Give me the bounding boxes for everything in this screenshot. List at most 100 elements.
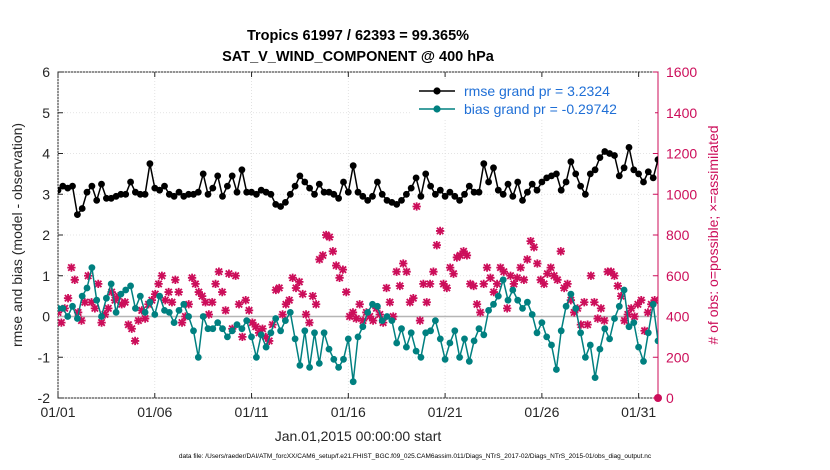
x-axis-label: Jan.01,2015 00:00:00 start [275,428,442,444]
bias-point [64,313,72,320]
obs-assimilated-marker [546,263,555,272]
rmse-point [335,194,342,202]
rmse-point [83,188,91,196]
bias-point [403,343,410,351]
obs-possible-marker [654,394,662,402]
rmse-point [446,188,454,196]
bias-point [475,325,483,333]
bias-point [132,305,139,312]
rmse-point [117,190,125,198]
obs-assimilated-marker [596,304,606,313]
y-right-tick-label: 400 [666,309,690,325]
rmse-point [751,185,758,192]
obs-assimilated-marker [154,279,163,289]
obs-assimilated-marker [563,279,572,289]
bias-point [199,313,207,320]
y-left-tick-label: -1 [38,349,51,365]
obs-assimilated-marker [204,310,213,319]
obs-assimilated-marker [208,298,217,307]
bias-point [625,323,633,331]
bias-point [620,286,628,294]
rmse-point [649,174,657,182]
bias-point [654,337,658,345]
rmse-point [669,171,676,178]
rmse-point [562,178,570,186]
bias-point [470,337,478,345]
x-tick-label: 01/11 [235,404,269,420]
obs-assimilated-marker [566,296,576,305]
y-left-tick-label: 6 [42,64,50,80]
bias-point [340,355,347,363]
bias-point [601,325,609,333]
obs-assimilated-marker [278,310,287,319]
bias-point [548,341,555,349]
bias-point [427,327,434,335]
bias-point [509,286,517,294]
obs-assimilated-marker [476,308,485,317]
rmse-point [219,192,226,200]
x-tick-label: 01/26 [524,404,559,420]
rmse-point [199,170,207,178]
rmse-point [340,178,347,186]
rmse-point [88,182,96,190]
obs-assimilated-marker [536,275,545,284]
rmse-point [485,178,492,186]
obs-assimilated-marker [409,294,418,303]
obs-assimilated-marker [251,322,260,331]
obs-assimilated-marker [405,298,415,307]
rmse-point [243,188,251,196]
rmse-point [519,197,526,204]
obs-assimilated-marker [422,298,431,307]
bias-point [417,353,425,361]
obs-assimilated-marker [328,247,338,256]
obs-assimilated-marker [140,314,150,323]
bias-point [615,302,623,310]
x-tick-label: 01/06 [137,404,172,420]
bias-point [107,280,115,288]
bias-point [378,317,386,324]
rmse-point [630,166,638,174]
bias-point [98,313,105,320]
bias-point [282,317,289,324]
bias-point [315,360,323,367]
obs-assimilated-marker [67,263,76,272]
bias-point [737,313,744,320]
obs-assimilated-marker [174,287,183,297]
rmse-point [577,182,584,190]
obs-assimilated-marker [432,241,441,250]
obs-assimilated-marker [600,316,609,325]
chart-subtitle: SAT_V_WIND_COMPONENT @ 400 hPa [222,49,495,65]
obs-assimilated-marker [321,230,331,240]
obs-assimilated-marker [104,304,113,313]
obs-assimilated-marker [261,332,270,342]
rmse-point [296,172,304,180]
legend-box [410,80,655,120]
rmse-point [461,190,468,198]
rmse-point [78,205,86,212]
rmse-point [330,190,338,198]
rmse-point [291,182,299,190]
rmse-point [306,184,313,192]
bias-point [412,347,420,355]
obs-assimilated-marker [342,287,351,297]
x-tick-label: 01/16 [331,404,366,420]
rmse-point [674,166,681,173]
rmse-point [490,164,497,172]
bias-point [359,323,367,331]
rmse-point [591,166,599,174]
legend-rmse-marker [433,87,441,95]
y-right-tick-label: 600 [666,268,690,284]
y-left-tick-label: 5 [42,105,50,121]
obs-assimilated-marker [157,271,167,280]
obs-assimilated-marker [161,296,170,305]
bias-point [461,335,468,343]
rmse-point [611,152,618,159]
obs-assimilated-marker [130,336,140,346]
bias-point [194,353,202,361]
rmse-point [156,186,164,194]
obs-assimilated-marker [211,279,220,289]
rmse-point [640,178,647,186]
obs-assimilated-marker [97,318,106,327]
bias-point [170,319,178,326]
bias-point [499,276,507,284]
